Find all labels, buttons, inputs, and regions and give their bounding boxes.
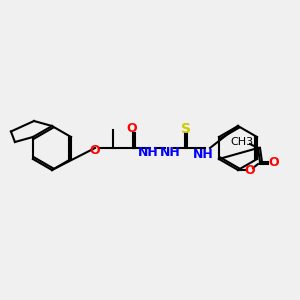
Text: O: O [90,143,100,157]
Text: O: O [127,122,137,136]
Text: CH3: CH3 [230,137,254,147]
Text: S: S [181,122,191,136]
Text: NH: NH [193,148,213,160]
Text: O: O [245,164,255,176]
Text: O: O [269,157,279,169]
Text: NH: NH [138,146,158,160]
Text: NH: NH [160,146,180,160]
